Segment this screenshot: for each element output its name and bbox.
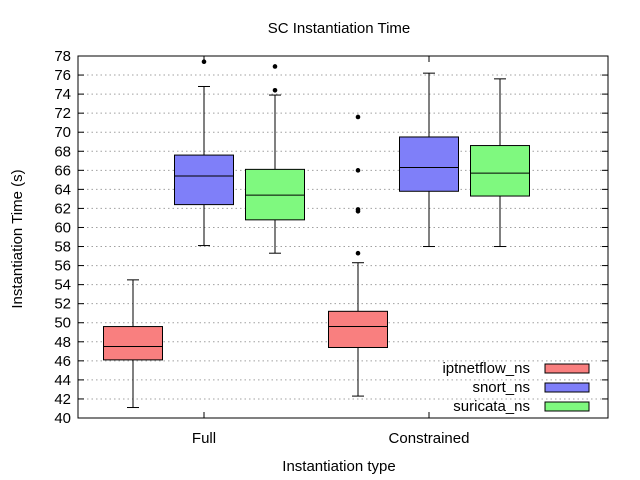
y-tick-label: 48: [54, 334, 71, 351]
legend-item-suricata_ns: suricata_ns: [453, 398, 590, 415]
box-suricata_ns-constrained: [470, 78, 530, 248]
legend-item-iptnetflow_ns: iptnetflow_ns: [442, 360, 590, 377]
y-tick-label: 70: [54, 124, 71, 141]
y-tick-label: 76: [54, 67, 71, 84]
box-iqr: [328, 310, 388, 349]
box-iptnetflow_ns-constrained: [328, 114, 388, 397]
chart-title: SC Instantiation Time: [268, 20, 411, 37]
y-tick-label: 78: [54, 48, 71, 65]
y-tick-label: 42: [54, 391, 71, 408]
outlier-point: [355, 207, 361, 212]
y-tick-label: 62: [54, 200, 71, 217]
box-series: [103, 59, 530, 409]
legend-swatch: [544, 382, 590, 393]
y-tick-label: 74: [54, 86, 71, 103]
y-tick-label: 50: [54, 315, 71, 332]
y-tick-label: 66: [54, 162, 71, 179]
outlier-point: [272, 64, 278, 69]
outlier-point: [355, 114, 361, 120]
x-tick-label: Constrained: [389, 430, 470, 447]
legend-label: suricata_ns: [453, 398, 530, 415]
x-axis-ticks: Full Constrained: [192, 56, 470, 447]
legend-swatch: [544, 363, 590, 374]
y-tick-label: 40: [54, 410, 71, 427]
y-tick-label: 52: [54, 296, 71, 313]
box-suricata_ns-full: [245, 64, 305, 254]
box-iptnetflow_ns-full: [103, 279, 163, 409]
y-tick-label: 46: [54, 353, 71, 370]
outlier-point: [272, 87, 278, 93]
box-iqr: [103, 326, 163, 361]
box-snort_ns-constrained: [399, 72, 459, 248]
x-tick-label: Full: [192, 430, 216, 447]
y-tick-label: 58: [54, 239, 71, 256]
y-tick-label: 72: [54, 105, 71, 122]
y-tick-label: 64: [54, 181, 71, 198]
legend-label: snort_ns: [472, 379, 530, 396]
x-axis-label: Instantiation type: [282, 458, 395, 475]
box-iqr: [174, 154, 234, 206]
legend-swatch: [544, 401, 590, 412]
y-axis-ticks: 40 42 44 46 48 50 52 54 56 58 60 62 64 66 68 70 72 74 76 78: [54, 48, 608, 427]
y-tick-label: 56: [54, 258, 71, 275]
box-snort_ns-full: [174, 59, 234, 247]
y-tick-label: 60: [54, 219, 71, 236]
legend-item-snort_ns: snort_ns: [472, 379, 590, 396]
y-tick-label: 54: [54, 277, 71, 294]
box-iqr: [470, 145, 530, 197]
box-iqr: [399, 136, 459, 192]
legend-label: iptnetflow_ns: [442, 360, 530, 377]
y-tick-label: 44: [54, 372, 71, 389]
outlier-point: [201, 59, 207, 65]
outlier-point: [355, 250, 361, 256]
outlier-point: [355, 168, 361, 173]
legend: iptnetflow_ns snort_ns suricata_ns: [442, 360, 590, 415]
y-axis-label: Instantiation Time (s): [9, 169, 26, 308]
y-tick-label: 68: [54, 143, 71, 160]
plot-frame: [77, 55, 609, 419]
